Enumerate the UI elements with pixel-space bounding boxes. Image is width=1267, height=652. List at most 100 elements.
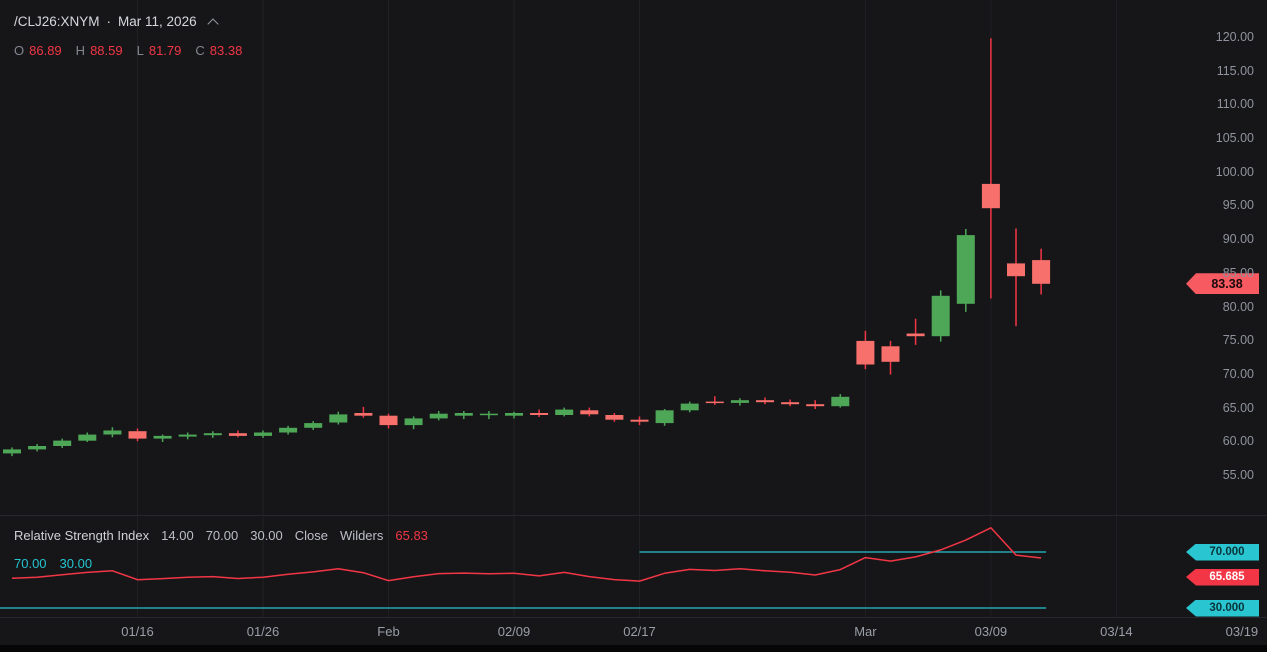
candle-body (28, 446, 47, 450)
candle-body (831, 396, 850, 407)
x-axis-label: 02/17 (623, 624, 656, 639)
candle-body (304, 423, 323, 428)
candle-body (505, 413, 523, 416)
bottom-strip (0, 645, 1267, 652)
rsi-param: 14.00 (161, 528, 194, 543)
price-axis-label: 80.00 (1222, 299, 1254, 314)
rsi-param: Wilders (340, 528, 384, 543)
candle-body (178, 434, 197, 437)
price-axis-label: 95.00 (1222, 198, 1254, 213)
candle-body (856, 340, 875, 365)
rsi-param: 30.00 (250, 528, 283, 543)
candle-body (404, 418, 423, 426)
candle-body (203, 433, 222, 436)
rsi-value-badge: 65.685 (1186, 568, 1259, 586)
candle-body (906, 333, 925, 337)
x-axis[interactable]: 01/16 01/26 Feb 02/09 02/17 Mar 03/09 03/14 03/1… (0, 617, 1267, 645)
session-date: Mar 11, 2026 (118, 14, 197, 29)
symbol-text: /CLJ26:XNYM (14, 14, 100, 29)
candle-body (680, 403, 699, 411)
price-axis-label: 120.00 (1215, 30, 1254, 44)
x-axis-label: 03/19 (1225, 624, 1259, 639)
ohlc-row: O 86.89 H 88.59 L 81.79 C 83.38 (14, 43, 242, 58)
candle-body (1032, 260, 1051, 284)
rsi-level-badge: 30.000 (1186, 599, 1259, 617)
price-axis-label: 90.00 (1222, 232, 1254, 247)
candle-body (580, 410, 599, 415)
x-axis-label: 03/09 (974, 624, 1008, 639)
candle-body (981, 183, 1000, 209)
rsi-pane-header[interactable]: Relative Strength Index 14.00 70.00 30.00 C… (14, 528, 428, 543)
rsi-param: Close (294, 528, 329, 543)
candle-body (530, 413, 549, 415)
ohlc-label: L (136, 43, 144, 58)
candle-body (931, 295, 950, 337)
candle-body (279, 427, 298, 433)
price-axis-label: 115.00 (1216, 63, 1254, 78)
candle-body (103, 430, 122, 435)
candle-body (228, 433, 247, 436)
ohlc-value: 88.59 (90, 43, 123, 58)
ohlc-item: L 81.79 (137, 43, 182, 58)
candle-body (429, 413, 448, 419)
price-axis-label: 70.00 (1222, 366, 1254, 381)
symbol-header[interactable]: /CLJ26:XNYM · Mar 11, 2026 (14, 14, 219, 30)
separator-dot: · (106, 14, 112, 29)
ohlc-label: H (75, 43, 86, 58)
x-axis-label: 02/09 (497, 624, 531, 639)
ohlc-value: 86.89 (29, 43, 62, 58)
rsi-level-label: 30.00 (59, 556, 93, 571)
price-axis-label: 85.00 (1222, 265, 1254, 280)
candle-body (806, 404, 825, 407)
candle-body (78, 434, 97, 441)
candle-body (756, 400, 774, 403)
rsi-line (11, 527, 1042, 582)
pane-divider-lower (0, 617, 1267, 618)
ohlc-item: C 83.38 (195, 43, 242, 58)
candle-body (881, 346, 900, 362)
ohlc-label: O (14, 43, 25, 58)
ohlc-value: 83.38 (209, 43, 243, 58)
price-axis-label: 55.00 (1222, 468, 1254, 482)
candle-body (781, 402, 800, 405)
candle-body (3, 449, 21, 454)
candle-body (555, 409, 574, 415)
price-axis-label: 65.00 (1222, 400, 1254, 415)
ohlc-value: 81.79 (148, 43, 182, 58)
candle-body (53, 440, 72, 446)
rsi-current-value: 65.83 (395, 528, 428, 543)
candle-body (354, 413, 373, 416)
candle-body (254, 432, 272, 436)
x-axis-label: 03/14 (1100, 624, 1133, 639)
ohlc-item: O 86.89 (14, 43, 62, 58)
candle-body (379, 415, 398, 426)
candle-body (479, 413, 498, 416)
chart-canvas[interactable] (0, 0, 1185, 645)
candle-body (705, 401, 724, 404)
candle-body (1007, 263, 1025, 277)
x-axis-label: 01/16 (121, 624, 154, 639)
ohlc-label: C (195, 43, 205, 58)
x-axis-label: Mar (854, 624, 877, 639)
chevron-up-icon[interactable] (206, 17, 219, 30)
candle-body (454, 413, 473, 416)
rsi-title: Relative Strength Index (14, 528, 150, 543)
candle-body (655, 410, 674, 424)
candle-body (128, 431, 147, 439)
candle-body (730, 400, 749, 403)
rsi-level-badge: 70.000 (1186, 543, 1259, 561)
rsi-level-label: 70.00 (14, 556, 47, 571)
right-axis[interactable]: 83.38 70.000 65.685 30.000 120.00 115.00 110… (1185, 0, 1267, 645)
pane-divider-upper (0, 515, 1267, 516)
candle-body (605, 415, 624, 420)
ohlc-item: H 88.59 (76, 43, 123, 58)
candle-body (153, 435, 172, 439)
price-axis-label: 110.00 (1216, 97, 1254, 112)
candle-body (329, 414, 348, 423)
price-axis-label: 100.00 (1215, 164, 1254, 179)
price-axis-label: 105.00 (1215, 131, 1254, 146)
rsi-left-labels: 70.00 30.00 (14, 556, 92, 571)
rsi-params: 14.00 70.00 30.00 Close Wilders (161, 528, 383, 543)
rsi-param: 70.00 (205, 528, 239, 543)
